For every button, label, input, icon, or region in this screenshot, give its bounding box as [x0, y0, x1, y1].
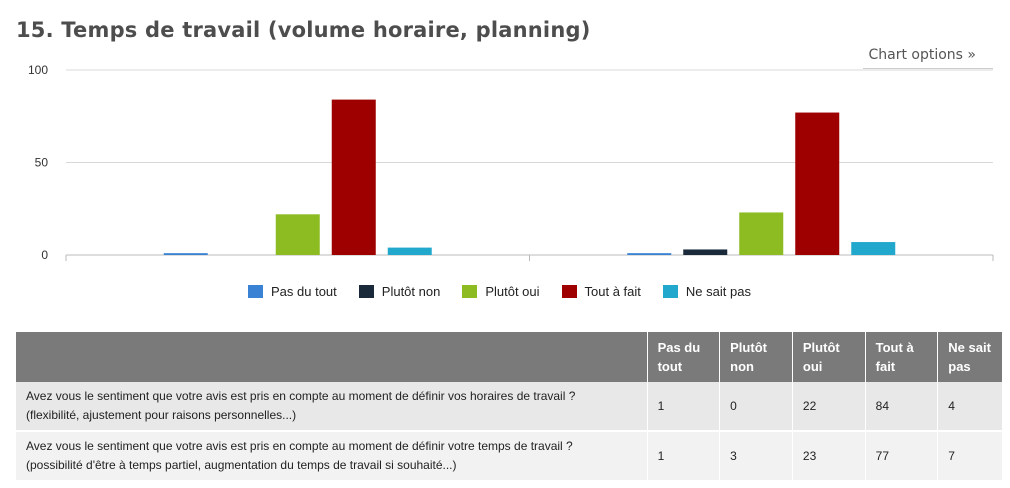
legend-label: Pas du tout: [271, 284, 337, 299]
header-line: pas: [948, 359, 971, 374]
legend-swatch: [462, 285, 478, 298]
header-line: Ne sait: [948, 340, 991, 355]
legend-label: Plutôt non: [381, 284, 441, 299]
table-header-row: Pas du tout Plutôt non Plutôt oui Tout à…: [16, 332, 1002, 382]
question-text: Avez vous le sentiment que votre avis es…: [26, 389, 576, 403]
bar[interactable]: [387, 247, 432, 255]
legend-swatch: [561, 285, 577, 298]
legend-item[interactable]: Tout à fait: [561, 284, 641, 299]
header-pas-du-tout: Pas du tout: [646, 332, 720, 382]
y-tick-label: 0: [41, 248, 48, 262]
value-cell: 3: [719, 431, 793, 482]
legend-swatch: [358, 285, 374, 298]
bar[interactable]: [163, 253, 208, 255]
value-cell: 77: [864, 431, 938, 482]
bar[interactable]: [683, 249, 728, 255]
legend-item[interactable]: Ne sait pas: [662, 284, 751, 299]
header-line: Plutôt: [802, 340, 840, 355]
value-cell: 4: [937, 382, 1002, 432]
bar-chart: 0 50 100: [28, 63, 994, 262]
bar[interactable]: [795, 112, 840, 255]
bar[interactable]: [739, 212, 784, 255]
table-row: Avez vous le sentiment que votre avis es…: [16, 431, 1002, 482]
header-line: tout: [657, 359, 683, 374]
header-line: Pas du: [657, 340, 701, 355]
bar[interactable]: [275, 214, 320, 255]
value-cell: 7: [937, 431, 1002, 482]
question-text: Avez vous le sentiment que votre avis es…: [26, 439, 573, 453]
header-tout-a-fait: Tout à fait: [864, 332, 938, 382]
value-cell: 23: [791, 431, 866, 482]
header-plutot-oui: Plutôt oui: [791, 332, 866, 382]
chart-legend: Pas du tout Plutôt non Plutôt oui Tout à fa…: [248, 284, 773, 299]
header-ne-sait-pas: Ne sait pas: [937, 332, 1002, 382]
question-subtext: (flexibilité, ajustement pour raisons pe…: [26, 408, 297, 422]
chart-options-link[interactable]: Chart options »: [868, 47, 976, 63]
y-tick-label: 50: [35, 156, 49, 170]
legend-item[interactable]: Plutôt oui: [462, 284, 540, 299]
bar[interactable]: [627, 253, 672, 255]
legend-item[interactable]: Pas du tout: [248, 284, 337, 299]
header-line: Plutôt: [730, 340, 767, 355]
value-cell: 1: [646, 382, 720, 432]
legend-label: Ne sait pas: [685, 284, 751, 299]
legend-label: Plutôt oui: [485, 284, 540, 299]
bar[interactable]: [331, 99, 376, 255]
question-cell: Avez vous le sentiment que votre avis es…: [16, 382, 648, 432]
value-cell: 84: [864, 382, 938, 432]
header-line: oui: [802, 359, 823, 374]
legend-label: Tout à fait: [584, 284, 641, 299]
results-table: Pas du tout Plutôt non Plutôt oui Tout à…: [16, 332, 1002, 482]
page-title: 15. Temps de travail (volume horaire, pl…: [16, 18, 591, 42]
value-cell: 0: [719, 382, 793, 432]
question-cell: Avez vous le sentiment que votre avis es…: [16, 431, 648, 482]
header-plutot-non: Plutôt non: [719, 332, 793, 382]
header-line: Tout à: [875, 340, 914, 355]
header-line: fait: [875, 359, 896, 374]
question-subtext: (possibilité d'être à temps partiel, aug…: [26, 458, 457, 472]
header-question: [16, 332, 648, 382]
legend-swatch: [662, 285, 678, 298]
legend-swatch: [248, 285, 263, 298]
bar[interactable]: [851, 242, 896, 255]
value-cell: 22: [791, 382, 866, 432]
table-row: Avez vous le sentiment que votre avis es…: [16, 382, 1002, 432]
legend-item[interactable]: Plutôt non: [358, 284, 441, 299]
y-tick-label: 100: [28, 63, 48, 77]
value-cell: 1: [646, 431, 720, 482]
chart-options-divider: [863, 68, 993, 69]
header-line: non: [730, 359, 754, 374]
